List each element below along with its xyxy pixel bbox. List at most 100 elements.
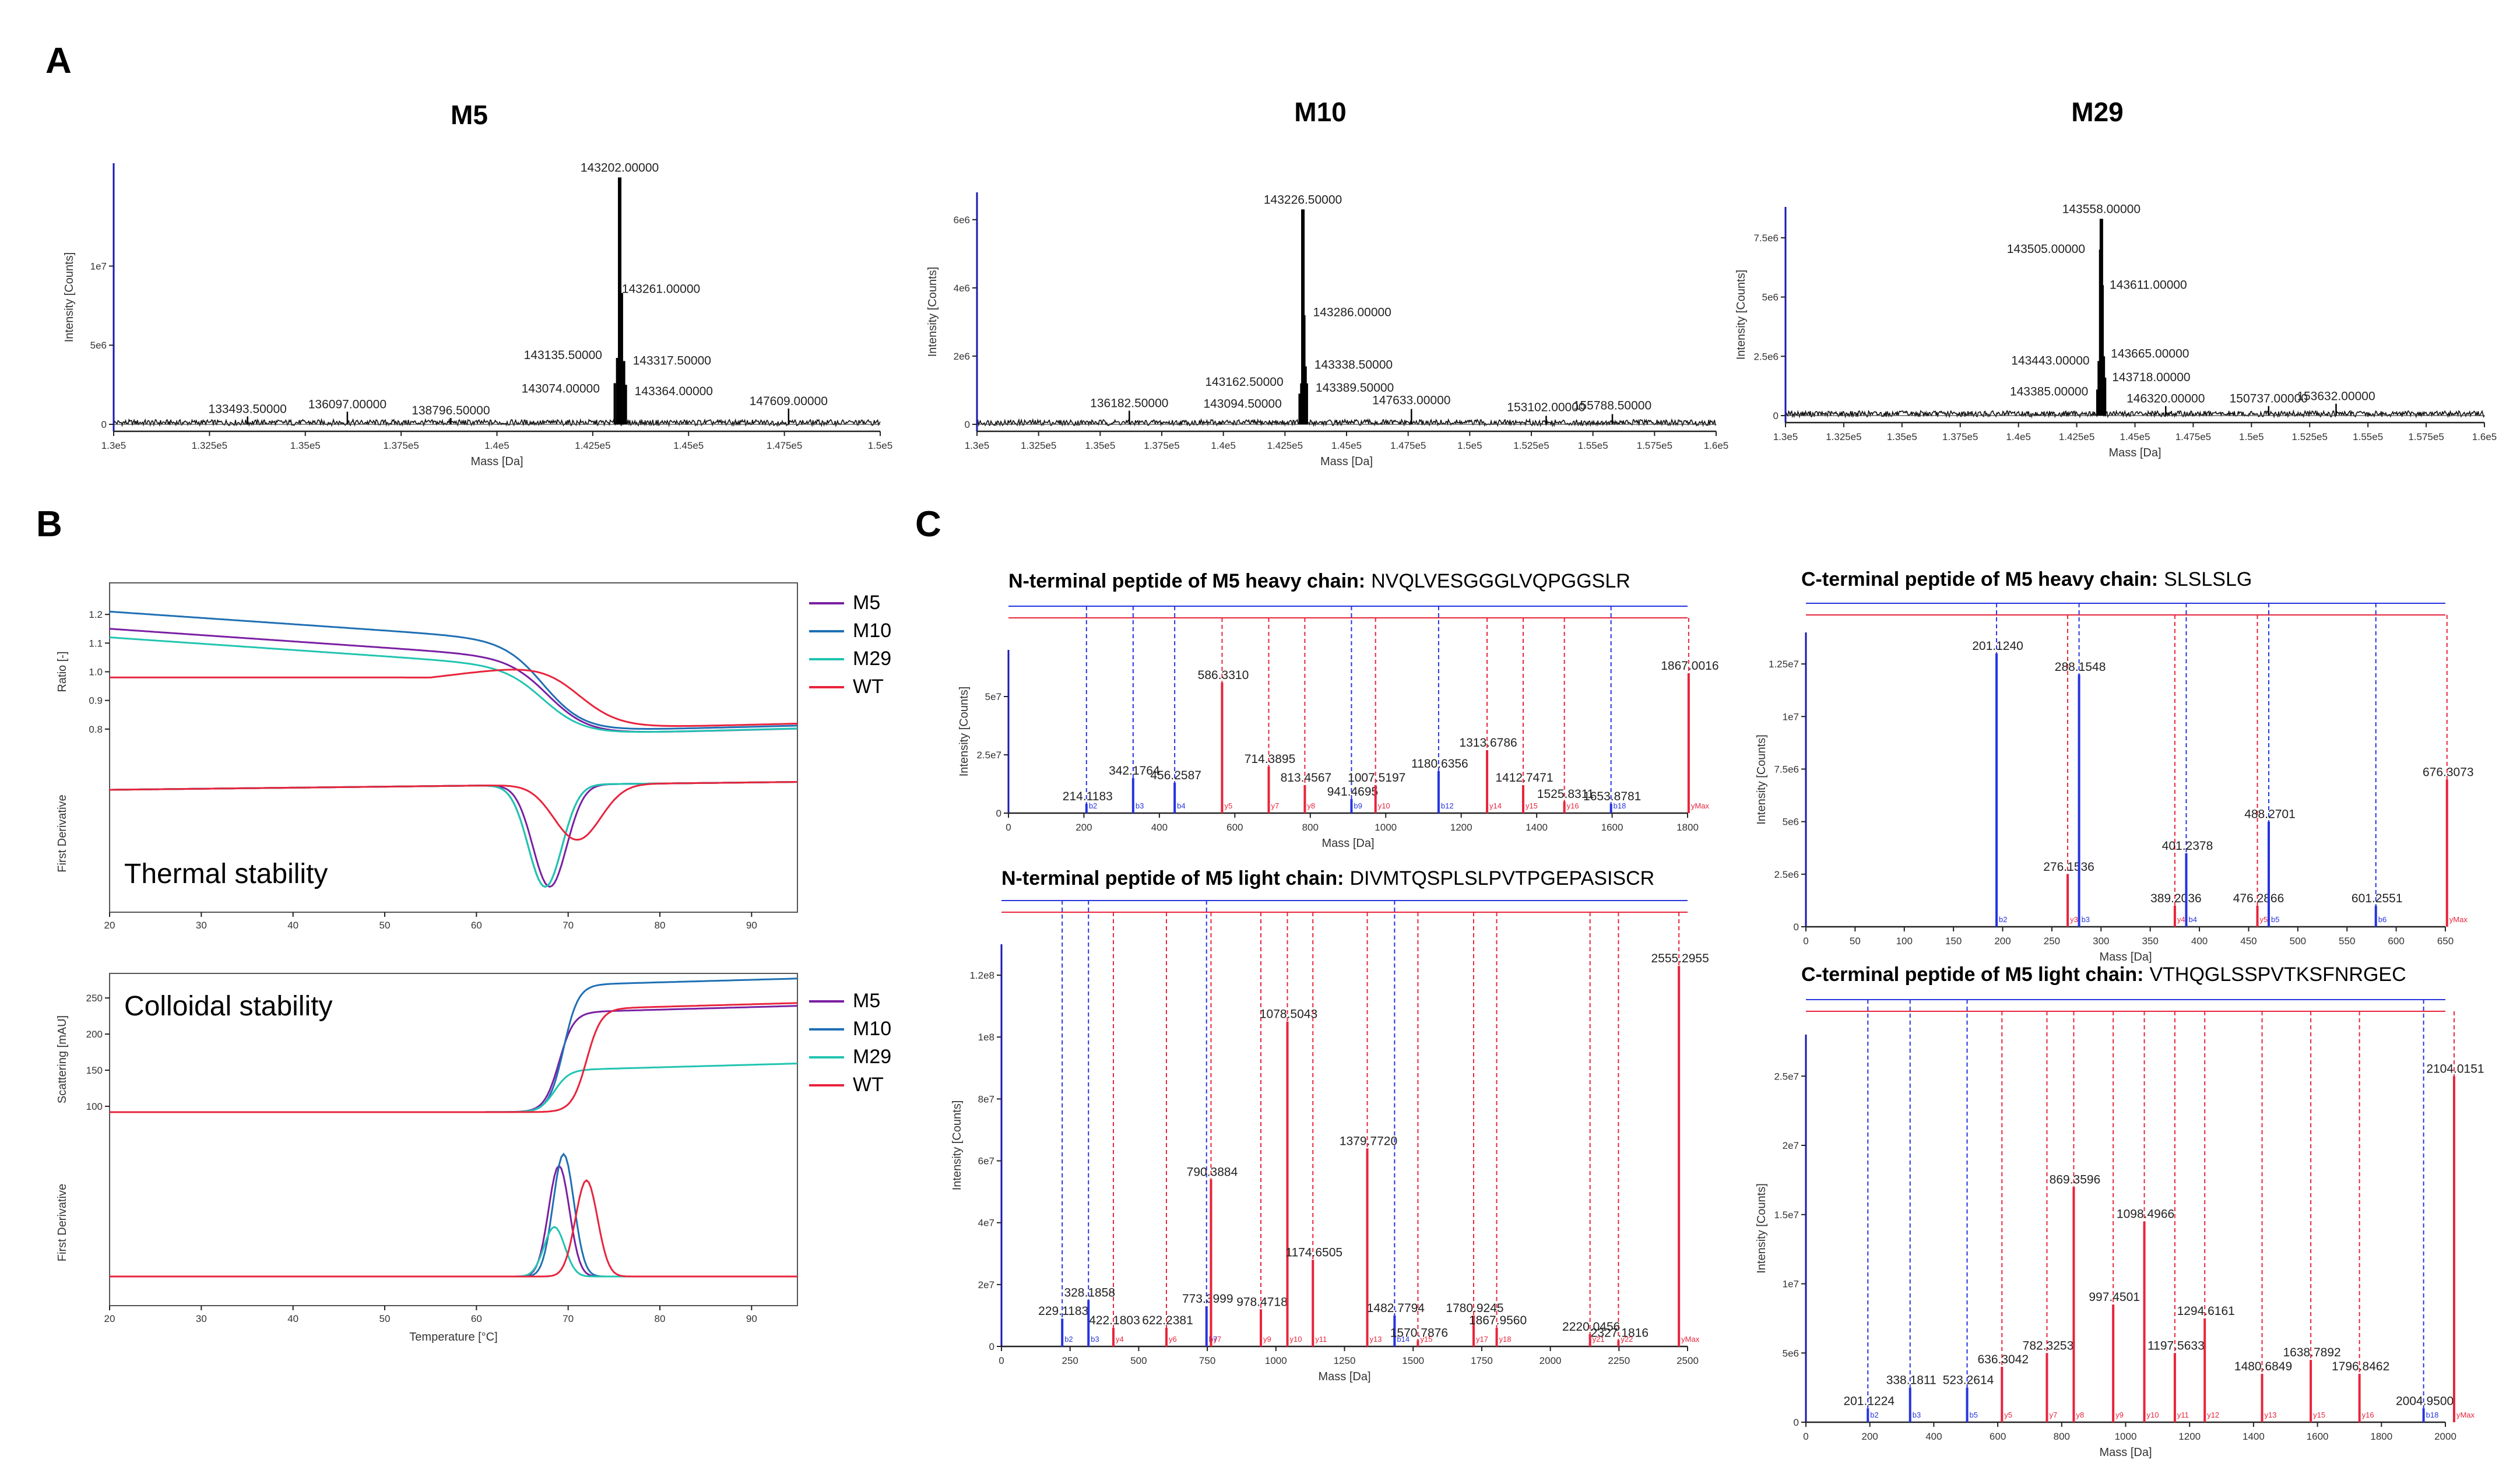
msms-ct-light-xtick-label: 2000 — [2434, 1431, 2456, 1442]
title-ct-light: C-terminal peptide of M5 light chain: VTH… — [1801, 963, 2406, 986]
msms-ct-light-xtick-label: 400 — [1925, 1431, 1942, 1442]
msms-ct-heavy-ion-label: yMax — [2449, 915, 2468, 924]
msms-nt-heavy-xtick-label: 0 — [1006, 822, 1011, 833]
chart-title-m10: M10 — [1294, 97, 1346, 127]
msms-ct-heavy-peak-label: 389.2036 — [2150, 892, 2202, 905]
msms-ct-heavy-ion-label: b6 — [2378, 915, 2387, 924]
colloidal-ytick-label: 250 — [86, 993, 103, 1004]
thermal-legend-label-m5: M5 — [853, 592, 880, 614]
msms-nt-heavy-xlabel: Mass [Da] — [1321, 837, 1374, 850]
colloidal-ytick-label: 200 — [86, 1029, 103, 1040]
msms-ct-light-xtick-label: 1000 — [2115, 1431, 2137, 1442]
msms-ct-heavy-xtick-label: 500 — [2290, 936, 2306, 947]
msms-ct-light-ion-label: y11 — [2177, 1411, 2189, 1419]
thermal-xtick-label: 30 — [196, 920, 207, 931]
msms-ct-heavy-ytick-label: 5e6 — [1783, 817, 1799, 828]
colloidal-xtick-label: 40 — [287, 1313, 298, 1324]
mass-m10-peak-label: 143226.50000 — [1264, 193, 1342, 206]
msms-ct-light-xlabel: Mass [Da] — [2099, 1446, 2152, 1459]
colloidal-legend-label-m29: M29 — [853, 1046, 891, 1068]
msms-ct-heavy-peak-label: 201.1240 — [1972, 639, 2023, 653]
mass-m10-ytick-label: 4e6 — [954, 283, 970, 294]
mass-m29-peak-label: 153632.00000 — [2297, 390, 2375, 403]
msms-nt-heavy-ion-label: y8 — [1307, 801, 1315, 810]
msms-ct-heavy-xtick-label: 450 — [2240, 936, 2257, 947]
thermal-xtick-label: 70 — [563, 920, 574, 931]
msms-nt-heavy-peak-label: 1007.5197 — [1348, 771, 1405, 785]
msms-ct-heavy-xtick-label: 250 — [2044, 936, 2060, 947]
thermal-frame — [109, 582, 798, 913]
msms-nt-heavy-ytick-label: 2.5e7 — [976, 750, 1001, 761]
mass-m10-xtick-label: 1.45e5 — [1331, 440, 1362, 451]
msms-ct-heavy-peak-label: 601.2551 — [2352, 892, 2403, 905]
mass-m29-ytick-label: 0 — [1773, 410, 1779, 421]
msms-nt-light-ion-label: y15 — [1420, 1335, 1432, 1344]
msms-nt-heavy-ion-label: y15 — [1526, 801, 1538, 810]
msms-nt-heavy-ion-label: y16 — [1567, 801, 1579, 810]
msms-ct-heavy-xtick-label: 350 — [2142, 936, 2159, 947]
msms-ct-light-xtick-label: 800 — [2054, 1431, 2070, 1442]
thermal-ytick-label: 1.2 — [89, 609, 103, 620]
msms-ct-heavy-peak-label: 401.2378 — [2162, 839, 2213, 853]
title-nt-heavy: N-terminal peptide of M5 heavy chain: NVQ… — [1008, 570, 1630, 592]
thermal-ylabel-top: Ratio [-] — [56, 651, 69, 692]
msms-ct-heavy-xtick-label: 400 — [2191, 936, 2208, 947]
mass-m10-xtick-label: 1.375e5 — [1144, 440, 1179, 451]
mass-m29-peak-label: 143443.00000 — [2011, 354, 2089, 367]
mass-m5-xtick-label: 1.325e5 — [192, 440, 227, 451]
mass-m5-ytick-label: 5e6 — [90, 340, 107, 351]
msms-nt-heavy-xtick-label: 600 — [1226, 822, 1243, 833]
mass-m10-ytick-label: 6e6 — [954, 214, 970, 226]
mass-m5-xtick-label: 1.4e5 — [484, 440, 509, 451]
msms-ct-light-ytick-label: 1e7 — [1783, 1279, 1799, 1290]
msms-nt-heavy-peak-label: 941.4695 — [1327, 785, 1379, 799]
msms-nt-light-ion-label: y11 — [1315, 1335, 1327, 1344]
msms-nt-light-ion-label: y17 — [1476, 1335, 1488, 1344]
msms-nt-light-peak-label: 422.1803 — [1089, 1314, 1140, 1327]
colloidal-ytick-label: 100 — [86, 1101, 103, 1112]
msms-nt-light-xtick-label: 1750 — [1471, 1355, 1493, 1366]
msms-nt-light-peak-label: 2555.2955 — [1651, 952, 1709, 965]
mass-m29-peak-label: 143718.00000 — [2112, 371, 2190, 384]
msms-ct-heavy-peak-label: 676.3073 — [2423, 766, 2474, 779]
msms-ct-light-peak-label: 201.1224 — [1843, 1394, 1895, 1408]
mass-m10-ytick-label: 0 — [965, 419, 970, 430]
msms-nt-heavy-ion-label: b3 — [1136, 801, 1144, 810]
mass-m29-ytick-label: 2.5e6 — [1753, 351, 1779, 362]
msms-nt-light-xtick-label: 2250 — [1608, 1355, 1630, 1366]
msms-nt-light-ytick-label: 2e7 — [978, 1279, 994, 1290]
mass-m10-peak-label: 143338.50000 — [1314, 358, 1393, 372]
msms-ct-light-xtick-label: 1400 — [2243, 1431, 2265, 1442]
mass-m5-ylabel: Intensity [Counts] — [63, 252, 76, 343]
msms-nt-light-ytick-label: 8e7 — [978, 1093, 994, 1105]
msms-nt-heavy-ion-label: y14 — [1489, 801, 1502, 810]
msms-ct-light-peak-label: 338.1811 — [1886, 1374, 1936, 1387]
mass-m5-xtick-label: 1.5e5 — [868, 440, 893, 451]
mass-m5-xlabel: Mass [Da] — [470, 455, 523, 468]
mass-m5-peak-label: 147609.00000 — [750, 395, 828, 408]
thermal-ytick-label: 1.1 — [89, 638, 103, 649]
mass-m29-xtick-label: 1.35e5 — [1887, 431, 1917, 442]
mass-m29-xtick-label: 1.525e5 — [2292, 431, 2328, 442]
msms-ct-heavy-ion-label: y4 — [2177, 915, 2185, 924]
colloidal-curve-derivative-m5 — [110, 1164, 797, 1278]
msms-nt-light-peak-label: 1570.7876 — [1390, 1326, 1448, 1339]
colloidal-xtick-label: 30 — [196, 1313, 207, 1324]
mass-m10-xtick-label: 1.6e5 — [1704, 440, 1729, 451]
msms-nt-light-ion-label: b14 — [1397, 1335, 1410, 1344]
msms-ct-light-peak-label: 997.4501 — [2089, 1290, 2140, 1304]
msms-ct-light-ylabel: Intensity [Counts] — [1755, 1183, 1768, 1274]
msms-nt-light-ytick-label: 6e7 — [978, 1156, 994, 1167]
msms-ct-heavy-peak-label: 476.2866 — [2233, 892, 2284, 905]
msms-ct-heavy-xtick-label: 300 — [2093, 936, 2109, 947]
msms-nt-heavy-ion-label: y5 — [1224, 801, 1232, 810]
msms-nt-heavy-ylabel: Intensity [Counts] — [958, 687, 971, 777]
msms-nt-light-peak-label: 1482.7794 — [1367, 1302, 1425, 1315]
msms-nt-light-peak-label: 622.2381 — [1142, 1314, 1193, 1327]
msms-ct-light-ion-label: y8 — [2076, 1411, 2084, 1419]
colloidal-xtick-label: 60 — [471, 1313, 482, 1324]
msms-nt-light-ion-label: y9 — [1263, 1335, 1271, 1344]
mass-m5-xtick-label: 1.475e5 — [767, 440, 802, 451]
mass-m29-xtick-label: 1.325e5 — [1826, 431, 1861, 442]
msms-nt-light-ion-label: y22 — [1621, 1335, 1633, 1344]
